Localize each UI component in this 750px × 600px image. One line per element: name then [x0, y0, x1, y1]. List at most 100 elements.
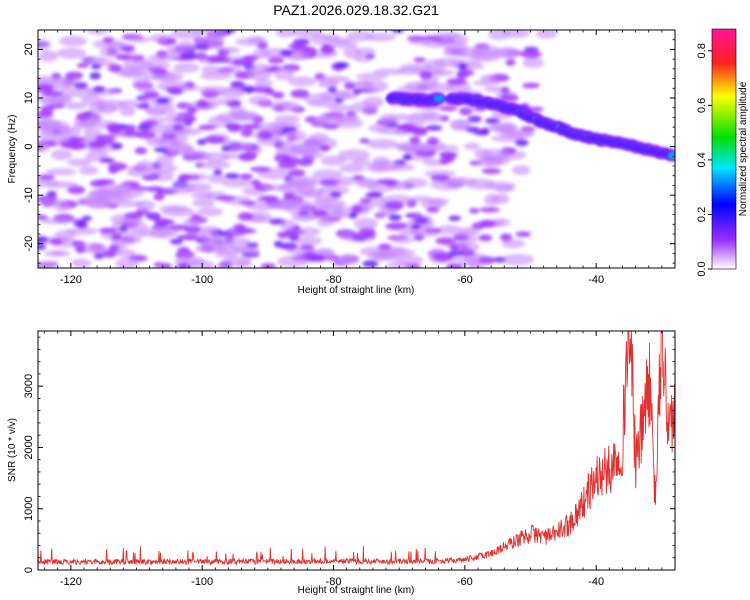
spectrogram-noise-blob: [474, 157, 505, 168]
spectrogram-noise-blob: [370, 160, 402, 172]
spectrogram-noise-blob: [248, 95, 272, 106]
spectrogram-noise-blob: [183, 218, 202, 228]
spectrogram-noise-blob: [328, 104, 352, 113]
spectrogram-noise-blob: [428, 197, 449, 206]
spectrogram-noise-blob: [196, 99, 208, 108]
spectrogram-noise-blob: [95, 178, 115, 185]
colorbar-tick-label: 0.2: [696, 207, 708, 222]
spectrogram-noise-blob: [207, 39, 224, 50]
snr-background: [38, 331, 675, 570]
spectrogram-noise-blob: [446, 78, 467, 86]
spectrogram-noise-blob: [220, 178, 254, 188]
spectrogram-x-axis: -120 -100 -80 -60 -40: [44, 30, 676, 286]
snr-x-tick-label: -100: [191, 576, 213, 588]
colorbar-tick-label: 0.6: [696, 98, 708, 113]
spectrogram-noise-blob: [143, 91, 160, 99]
spectrogram-noise-blob: [92, 39, 126, 50]
spectrogram-noise-blob: [344, 81, 356, 90]
spectrogram-noise-blob: [67, 185, 86, 195]
spectrogram-noise-blob: [135, 130, 156, 139]
spectrogram-noise-blob: [141, 174, 158, 181]
spectrogram-noise-blob: [367, 250, 397, 261]
spectrogram-noise-blob: [240, 246, 260, 255]
spectrogram-noise-blob: [54, 229, 77, 240]
spectrogram-noise-blob: [78, 165, 99, 176]
spectrogram-noise-blob: [99, 157, 115, 164]
spectrogram-y-tick-label: -10: [23, 187, 35, 203]
spectrogram-noise-blob: [400, 144, 431, 153]
spectrogram-noise-blob: [291, 50, 311, 61]
spectrogram-noise-blob: [308, 188, 325, 196]
spectrogram-noise-blob: [67, 158, 92, 167]
spectrogram-noise-blob: [337, 149, 371, 162]
spectrogram-noise-blob: [315, 254, 326, 262]
spectrogram-noise-blob: [49, 238, 63, 245]
spectrogram-noise-blob: [499, 233, 513, 242]
spectrogram-noise-blob: [154, 219, 176, 226]
spectrogram-noise-blob: [373, 68, 405, 76]
spectrogram-noise-blob: [394, 255, 424, 265]
spectrogram-noise-blob: [171, 30, 203, 39]
spectrogram-noise-blob: [156, 97, 170, 104]
spectrogram-noise-blob: [126, 165, 152, 172]
spectrogram-noise-blob: [248, 63, 271, 76]
spectrogram-noise-blob: [409, 136, 421, 145]
spectrogram-y-axis: -20 -10 0 10 20: [23, 29, 675, 264]
spectrogram-noise-blob: [353, 88, 362, 95]
spectrogram-noise-blob: [320, 155, 346, 166]
snr-x-label: Height of straight line (km): [298, 585, 415, 596]
spectrogram-noise-blob: [93, 85, 106, 93]
spectrogram-noise-blob: [115, 257, 139, 268]
spectrogram-noise-blob: [390, 236, 415, 244]
spectrogram-noise-blob: [484, 117, 500, 125]
spectrogram-noise-blob: [180, 173, 191, 180]
snr-x-tick-label: -120: [60, 576, 82, 588]
spectrogram-noise-blob: [233, 237, 252, 245]
spectrogram-noise-blob: [335, 176, 356, 186]
spectrogram-noise-blob: [196, 138, 207, 146]
spectrogram-noise-blob: [368, 123, 391, 133]
spectrogram-noise-blob: [87, 141, 107, 149]
spectrogram-noise-blob: [457, 69, 474, 77]
spectrogram-noise-blob: [86, 30, 110, 35]
spectrogram-noise-blob: [160, 262, 172, 268]
spectrogram-noise-blob: [299, 150, 325, 159]
spectrogram-noise-blob: [497, 123, 516, 134]
spectrogram-noise-blob: [522, 57, 544, 69]
spectrogram-noise-blob: [76, 62, 89, 68]
spectrogram-noise-blob: [425, 125, 443, 131]
spectrogram-noise-blob: [348, 212, 358, 219]
spectrogram-noise-blob: [177, 246, 190, 253]
spectrogram-noise-blob: [407, 35, 427, 41]
spectrogram-noise-blob: [224, 141, 253, 152]
spectrogram-noise-blob: [80, 55, 106, 63]
spectrogram-noise-blob: [260, 263, 276, 268]
spectrogram-noise-blob: [515, 231, 532, 238]
spectrogram-noise-blob: [115, 248, 136, 258]
spectrogram-noise-blob: [479, 207, 500, 213]
spectrogram-noise-blob: [339, 163, 366, 173]
spectrogram-noise-blob: [402, 153, 412, 161]
snr-y-tick-label: 0: [23, 567, 35, 573]
spectrogram-noise-blob: [299, 244, 315, 250]
colorbar: 0.0 0.2 0.4 0.6 0.8 Normalized spectral ampl…: [696, 28, 749, 277]
spectrogram-noise-blob: [316, 218, 334, 227]
spectrogram-noise-blob: [102, 36, 114, 44]
spectrogram-noise-blob: [319, 144, 331, 152]
spectrogram-noise-blob: [439, 105, 458, 112]
spectrogram-noise-blob: [126, 221, 148, 232]
spectrogram-noise-blob: [252, 48, 270, 60]
spectrogram-noise-blob: [42, 91, 63, 97]
spectrogram-noise-blob: [221, 145, 231, 152]
spectrogram-noise-blob: [191, 198, 215, 208]
spectrogram-noise-blob: [120, 45, 135, 53]
spectrogram-noise-blob: [276, 231, 291, 239]
spectrogram-noise-blob: [514, 138, 529, 147]
spectrogram-noise-blob: [45, 168, 77, 176]
spectrogram-noise-blob: [421, 111, 443, 123]
spectrogram-noise-blob: [224, 173, 240, 179]
spectrogram-noise-blob: [166, 45, 198, 53]
spectrogram-noise-blob: [362, 260, 379, 268]
spectrogram-noise-blob: [149, 227, 178, 239]
